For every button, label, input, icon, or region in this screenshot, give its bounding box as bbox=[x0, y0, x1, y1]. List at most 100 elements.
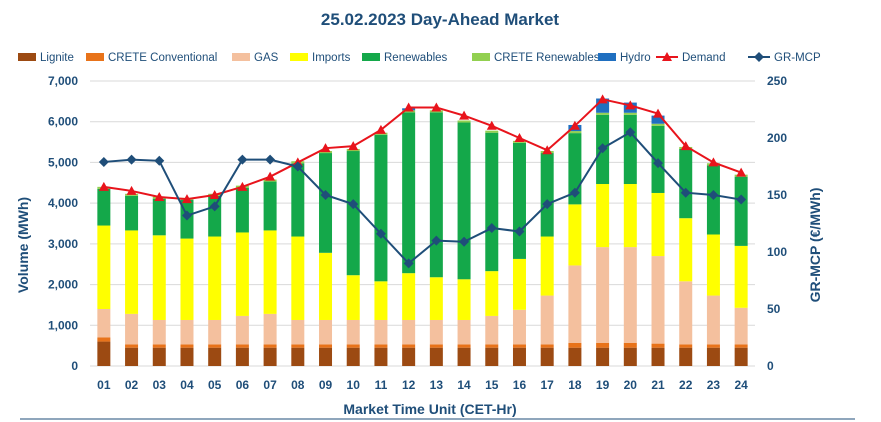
demand-point bbox=[431, 102, 442, 112]
bar-segment-imports bbox=[263, 230, 277, 314]
gr-mcp-point bbox=[736, 194, 747, 205]
bar-segment-crete-conventional bbox=[152, 344, 166, 348]
y2-tick-label: 150 bbox=[767, 188, 787, 202]
bar-segment-crete-conventional bbox=[208, 344, 222, 348]
bar-segment-renewables bbox=[97, 188, 111, 226]
bar-segment-crete-conventional bbox=[540, 344, 554, 348]
y-tick-label: 7,000 bbox=[48, 74, 78, 88]
y-tick-label: 0 bbox=[71, 359, 78, 373]
bar-segment-imports bbox=[152, 235, 166, 320]
bar-segment-gas bbox=[152, 319, 166, 345]
gr-mcp-point bbox=[181, 210, 192, 221]
x-tick-label: 15 bbox=[485, 378, 499, 392]
bar-segment-crete-conventional bbox=[706, 344, 720, 348]
gr-mcp-point bbox=[126, 154, 137, 165]
demand-point bbox=[209, 190, 220, 199]
bar-segment-imports bbox=[679, 218, 693, 282]
x-tick-label: 19 bbox=[596, 378, 610, 392]
demand-point bbox=[459, 110, 470, 120]
bar-segment-crete-conventional bbox=[623, 342, 637, 348]
bar-segment-imports bbox=[125, 230, 139, 314]
bar-segment-imports bbox=[596, 184, 610, 248]
bar-segment-gas bbox=[97, 309, 111, 338]
bar-segment-lignite bbox=[651, 347, 665, 366]
bar-segment-imports bbox=[346, 275, 360, 320]
bar-segment-gas bbox=[512, 309, 526, 345]
y2-tick-label: 50 bbox=[767, 302, 781, 316]
gr-mcp-point bbox=[514, 226, 525, 237]
bar-segment-lignite bbox=[125, 347, 139, 366]
gr-mcp-point bbox=[154, 155, 165, 166]
bar-segment-imports bbox=[512, 258, 526, 310]
bar-segment-crete-conventional bbox=[180, 344, 194, 348]
demand-point bbox=[181, 194, 192, 204]
bar-segment-gas bbox=[346, 319, 360, 345]
legend-label-demand: Demand bbox=[682, 52, 725, 64]
bar-segment-crete-conventional bbox=[235, 344, 249, 348]
bar-segment-gas bbox=[235, 315, 249, 345]
bar-segment-imports bbox=[734, 245, 748, 308]
legend-swatch-lignite bbox=[18, 53, 36, 61]
bar-segment-imports bbox=[319, 252, 333, 320]
bar-segment-renewables bbox=[319, 153, 333, 253]
bar-segment-imports bbox=[208, 236, 222, 320]
chart-legend: Lignite CRETE Conventional GAS Imports Renew… bbox=[18, 52, 821, 64]
bar-segment-renewables bbox=[152, 198, 166, 236]
demand-point bbox=[597, 94, 608, 104]
x-tick-label: 03 bbox=[153, 378, 167, 392]
bar-segment-imports bbox=[374, 281, 388, 320]
x-tick-label: 16 bbox=[513, 378, 527, 392]
bar-segment-crete-conventional bbox=[568, 342, 582, 348]
bar-segment-gas bbox=[485, 315, 499, 345]
x-tick-label: 22 bbox=[679, 378, 693, 392]
bar-segment-lignite bbox=[457, 347, 471, 366]
bar-segment-lignite bbox=[374, 347, 388, 366]
gr-mcp-line bbox=[103, 131, 742, 265]
legend-label-crete-conventional: CRETE Conventional bbox=[108, 52, 217, 64]
bar-segment-gas bbox=[596, 247, 610, 343]
bar-segment-renewables bbox=[734, 176, 748, 246]
bar-segment-lignite bbox=[263, 347, 277, 366]
bar-segment-renewables bbox=[512, 142, 526, 259]
legend-swatch-renewables bbox=[362, 53, 380, 61]
x-tick-label: 01 bbox=[97, 378, 111, 392]
bar-segment-imports bbox=[568, 204, 582, 266]
bar-segment-renewables bbox=[457, 122, 471, 280]
demand-point bbox=[375, 124, 386, 134]
demand-point bbox=[708, 157, 719, 167]
bar-segment-imports bbox=[623, 184, 637, 248]
demand-point bbox=[625, 100, 636, 110]
bar-segment-imports bbox=[651, 192, 665, 257]
bar-segment-crete-conventional bbox=[734, 344, 748, 348]
bar-segment-imports bbox=[485, 271, 499, 316]
y-axis-ticks: 0 1,000 2,000 3,000 4,000 5,000 6,000 7,000 bbox=[48, 74, 78, 373]
bar-segment-renewables bbox=[402, 112, 416, 274]
bar-segment-lignite bbox=[623, 347, 637, 366]
bar-segment-renewables bbox=[540, 153, 554, 237]
bar-segment-renewables bbox=[291, 163, 305, 237]
gr-mcp-point bbox=[265, 154, 276, 165]
demand-line bbox=[103, 98, 742, 201]
x-tick-label: 09 bbox=[319, 378, 333, 392]
gr-mcp-point bbox=[569, 187, 580, 198]
x-axis-title: Market Time Unit (CET-Hr) bbox=[343, 401, 516, 417]
x-tick-label: 14 bbox=[457, 378, 471, 392]
bar-segment-crete-conventional bbox=[291, 344, 305, 348]
bar-segment-crete-renewables bbox=[457, 120, 471, 123]
bar-segment-imports bbox=[97, 225, 111, 309]
demand-point bbox=[320, 143, 331, 153]
bar-segment-crete-renewables bbox=[485, 130, 499, 133]
x-tick-label: 04 bbox=[180, 378, 194, 392]
bar-segment-lignite bbox=[235, 347, 249, 366]
x-tick-label: 02 bbox=[125, 378, 139, 392]
legend-label-gr-mcp: GR-MCP bbox=[774, 52, 821, 64]
y-tick-label: 1,000 bbox=[48, 318, 78, 332]
bar-segment-gas bbox=[568, 265, 582, 343]
bar-segment-imports bbox=[706, 234, 720, 296]
bar-segment-renewables bbox=[235, 187, 249, 233]
bar-segment-crete-renewables bbox=[568, 131, 582, 134]
bar-segment-renewables bbox=[263, 181, 277, 231]
legend-label-hydro: Hydro bbox=[620, 52, 651, 64]
gr-mcp-point bbox=[237, 154, 248, 165]
bar-segment-lignite bbox=[152, 347, 166, 366]
